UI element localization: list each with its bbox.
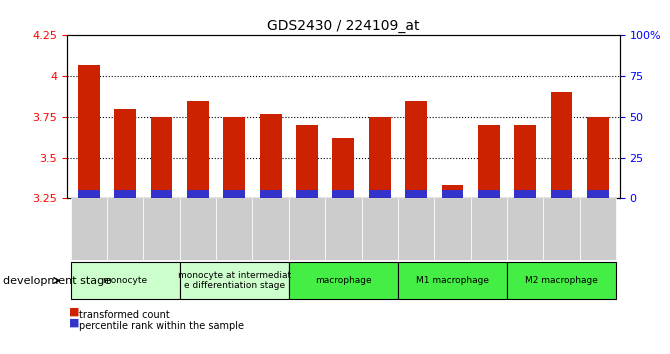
Bar [543,198,580,260]
Text: monocyte at intermediat
e differentiation stage: monocyte at intermediat e differentiatio… [178,271,291,290]
Bar [442,190,464,198]
Bar [362,198,398,260]
Bar [332,190,354,198]
Text: M1 macrophage: M1 macrophage [416,276,489,285]
Text: transformed count: transformed count [79,310,170,320]
Bar [369,190,391,198]
Bar [478,125,500,198]
Bar [260,114,281,198]
Bar [115,109,136,198]
Bar [151,190,172,198]
Bar [551,92,572,198]
Bar [253,198,289,260]
Bar [70,262,180,299]
Bar [551,190,572,198]
Text: macrophage: macrophage [315,276,372,285]
Bar [296,190,318,198]
Bar [78,65,100,198]
Bar [180,198,216,260]
Text: development stage: development stage [3,275,111,286]
Bar [289,198,325,260]
Bar [260,190,281,198]
Bar [296,125,318,198]
Bar [143,198,180,260]
Bar [115,190,136,198]
Text: M2 macrophage: M2 macrophage [525,276,598,285]
Bar [580,198,616,260]
Bar [515,125,536,198]
Bar [78,190,100,198]
Text: percentile rank within the sample: percentile rank within the sample [79,321,244,331]
Text: monocyte: monocyte [103,276,148,285]
Bar [332,138,354,198]
Bar [507,262,616,299]
Bar [587,117,609,198]
Bar [442,185,464,198]
Bar [507,198,543,260]
Bar [325,198,362,260]
Bar [151,117,172,198]
Text: ■: ■ [69,307,80,317]
Bar [515,190,536,198]
Bar [434,198,470,260]
Bar [405,101,427,198]
Bar [187,101,209,198]
Bar [70,198,107,260]
Bar [398,198,434,260]
Bar [398,262,507,299]
Bar [216,198,253,260]
Title: GDS2430 / 224109_at: GDS2430 / 224109_at [267,19,419,33]
Bar [187,190,209,198]
Bar [587,190,609,198]
Bar [223,190,245,198]
Bar [369,117,391,198]
Bar [478,190,500,198]
Text: ■: ■ [69,318,80,328]
Bar [289,262,398,299]
Bar [180,262,289,299]
Bar [107,198,143,260]
Bar [223,117,245,198]
Bar [470,198,507,260]
Bar [405,190,427,198]
